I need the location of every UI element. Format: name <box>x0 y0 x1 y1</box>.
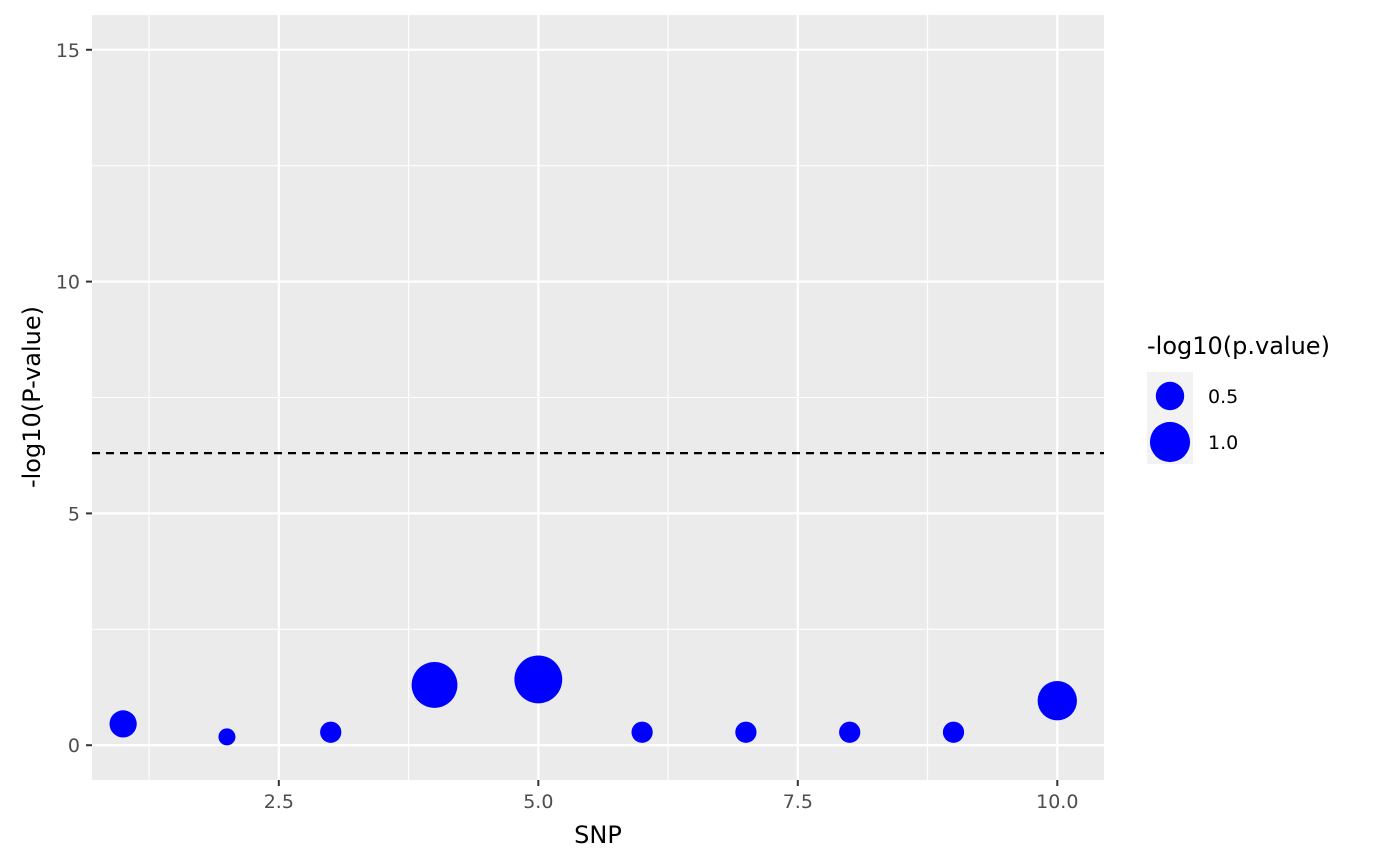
y-tick-label: 0 <box>68 735 80 757</box>
legend: -log10(p.value) 0.5 1.0 <box>1147 332 1330 464</box>
data-point <box>735 721 757 743</box>
data-point <box>1037 681 1077 721</box>
legend-key <box>1149 421 1191 463</box>
legend-label: 1.0 <box>1208 432 1238 454</box>
data-point <box>631 721 653 743</box>
legend-label: 0.5 <box>1208 386 1238 408</box>
y-tick-label: 10 <box>56 272 80 294</box>
y-tick-label: 5 <box>68 503 80 525</box>
x-tick-label: 2.5 <box>264 791 294 813</box>
x-axis: 2.5 5.0 7.5 10.0 <box>264 780 1078 813</box>
data-point <box>942 721 965 743</box>
y-axis: 0 5 10 15 <box>56 40 92 757</box>
x-tick-label: 5.0 <box>523 791 553 813</box>
y-tick-label: 15 <box>56 40 80 62</box>
data-point <box>514 655 563 704</box>
legend-title: -log10(p.value) <box>1147 332 1330 360</box>
x-tick-label: 10.0 <box>1036 791 1078 813</box>
grid-minor <box>92 15 1104 780</box>
y-axis-title: -log10(P-value) <box>18 306 46 488</box>
data-point <box>839 721 861 743</box>
data-point <box>109 710 137 738</box>
data-point <box>320 721 342 743</box>
data-points <box>109 655 1077 746</box>
x-tick-label: 7.5 <box>783 791 813 813</box>
data-point <box>411 662 458 708</box>
legend-entries: 0.5 1.0 <box>1149 381 1238 463</box>
x-axis-title: SNP <box>574 821 622 849</box>
data-point <box>218 728 236 746</box>
legend-key <box>1155 381 1185 411</box>
grid-major <box>92 15 1104 780</box>
